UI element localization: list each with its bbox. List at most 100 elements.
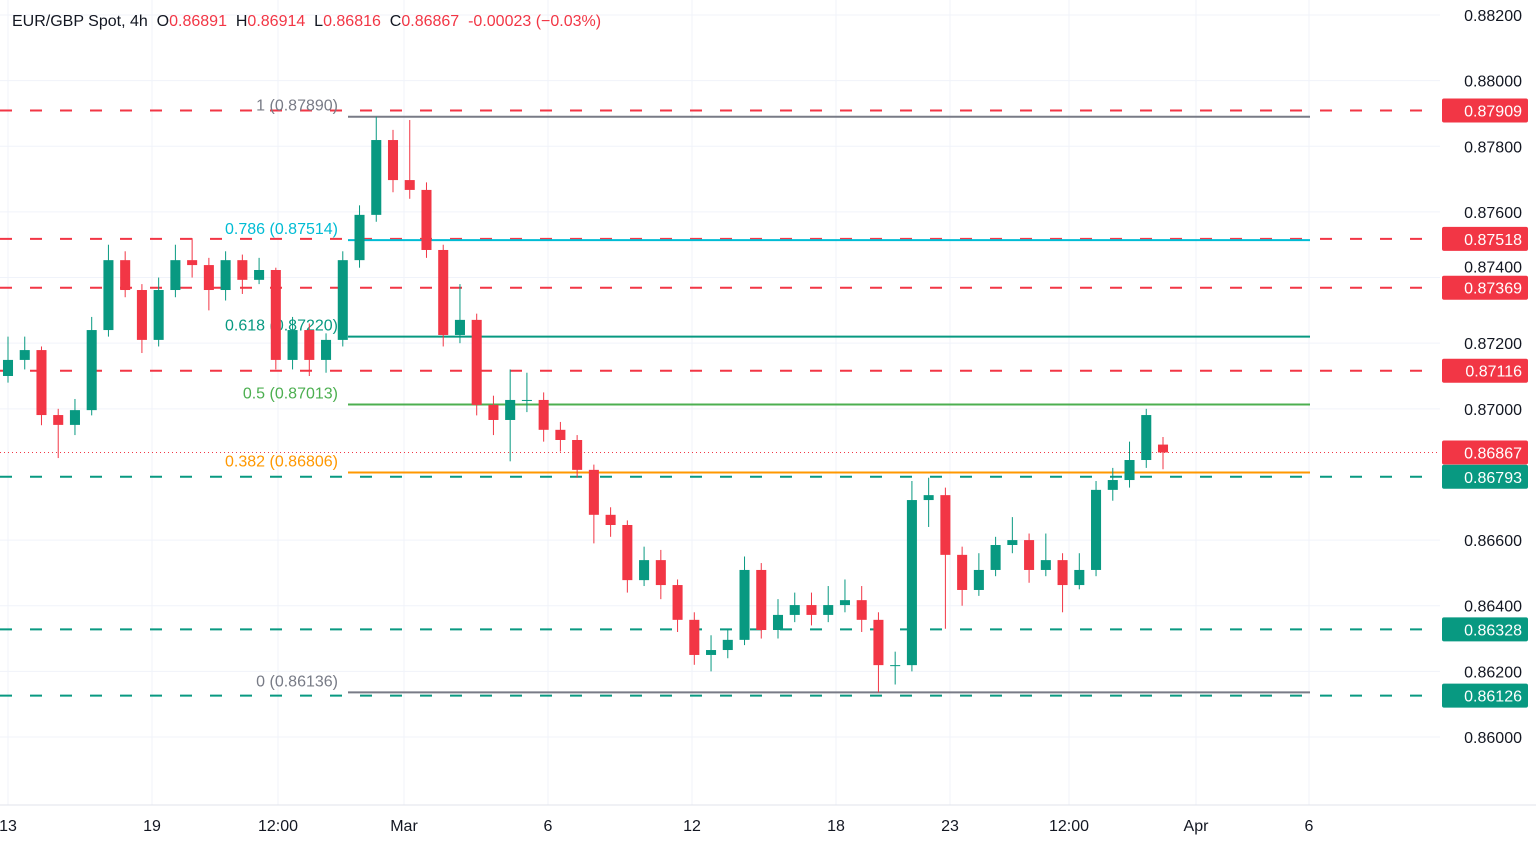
candle-down — [957, 554, 968, 590]
candle-up — [789, 605, 800, 615]
price-level-badge — [1442, 98, 1528, 123]
legend-header: EUR/GBP Spot, 4h O0.86891 H0.86914 L0.86… — [12, 13, 601, 31]
price-level-label: 0.87116 — [1465, 364, 1522, 381]
candle-down — [672, 585, 683, 620]
candle-up — [890, 665, 901, 667]
price-axis[interactable]: 0.88200 0.88000 0.87800 0.87600 0.87400 0.872… — [1442, 8, 1528, 747]
price-tick-label: 0.86000 — [1464, 730, 1522, 747]
candle-down — [387, 140, 399, 181]
time-tick-label: 19 — [143, 818, 161, 835]
price-level-label: 0.86126 — [1464, 689, 1522, 706]
price-level-badge — [1442, 275, 1528, 300]
candle-down — [588, 469, 599, 515]
candle-up — [1074, 569, 1085, 586]
candles — [2, 116, 1169, 693]
close-value: 0.86867 — [401, 13, 460, 30]
fib-level-label: 0.382 (0.86806) — [225, 453, 338, 470]
candle-up — [639, 560, 650, 581]
time-tick-label: 12 — [683, 818, 701, 835]
candle-up — [906, 500, 917, 666]
candle-up — [454, 319, 465, 335]
candle-down — [689, 619, 700, 655]
horizontal-levels — [0, 109, 1440, 697]
low-value: 0.86816 — [323, 13, 381, 30]
time-tick-label: 23 — [941, 818, 959, 835]
candle-down — [488, 404, 499, 420]
price-tick-label: 0.88000 — [1464, 74, 1522, 91]
price-level-badge — [1442, 226, 1528, 251]
fibonacci-retracement[interactable]: 1 (0.87890) 0.786 (0.87514) 0.618 (0.87220… — [225, 98, 1310, 694]
candle-down — [538, 399, 549, 430]
candle-up — [990, 545, 1001, 570]
time-tick-label: 18 — [827, 818, 845, 835]
candle-up — [823, 605, 834, 615]
price-tick-label: 0.86200 — [1464, 664, 1522, 681]
fib-level-label: 0.5 (0.87013) — [243, 386, 338, 403]
candle-down — [605, 514, 616, 525]
candle-up — [354, 214, 365, 261]
current-price-label: 0.86867 — [1464, 445, 1522, 462]
current-price-badge — [1442, 440, 1528, 465]
candle-down — [304, 330, 315, 360]
price-level-label: 0.87369 — [1464, 281, 1522, 298]
candle-up — [1107, 480, 1118, 490]
candle-up — [1091, 489, 1102, 570]
candle-down — [622, 524, 633, 581]
price-level-badge — [1442, 683, 1528, 708]
candle-up — [772, 614, 784, 631]
price-tick-label: 0.87600 — [1464, 205, 1522, 222]
candle-down — [572, 439, 583, 470]
candle-down — [471, 319, 482, 405]
candle-up — [923, 495, 934, 501]
candle-up — [103, 260, 114, 331]
candle-down — [203, 265, 214, 291]
candle-up — [706, 650, 717, 655]
time-axis[interactable]: 13 19 12:00 Mar 6 12 18 23 12:00 Apr 6 — [0, 818, 1314, 835]
candle-down — [136, 290, 147, 340]
candle-up — [505, 399, 516, 420]
price-tick-label: 0.86400 — [1464, 599, 1522, 616]
candle-down — [1024, 540, 1035, 570]
candle-down — [53, 415, 64, 425]
price-level-badge — [1442, 358, 1528, 383]
candle-down — [36, 350, 47, 416]
price-level-badge — [1442, 464, 1528, 489]
candle-down — [1057, 560, 1068, 586]
price-level-badge — [1442, 617, 1528, 642]
time-tick-label: 6 — [1305, 818, 1314, 835]
time-tick-label: Mar — [390, 818, 418, 835]
candle-up — [521, 399, 532, 401]
high-value: 0.86914 — [247, 13, 306, 30]
price-tick-label: 0.86600 — [1464, 533, 1522, 550]
candle-up — [839, 600, 850, 606]
price-tick-label: 0.87200 — [1464, 336, 1522, 353]
candle-up — [220, 260, 231, 291]
candle-up — [739, 569, 750, 640]
candle-up — [1040, 560, 1051, 570]
grid — [0, 0, 1536, 806]
candle-up — [371, 140, 382, 215]
open-value: 0.86891 — [169, 13, 227, 30]
low-label: L — [314, 13, 324, 30]
candle-down — [555, 429, 566, 440]
candle-down — [655, 560, 666, 586]
candle-up — [170, 260, 181, 291]
candle-down — [1157, 444, 1169, 453]
time-tick-label: Apr — [1184, 818, 1210, 835]
candle-down — [438, 249, 449, 335]
candle-down — [120, 260, 131, 291]
open-label: O — [156, 13, 170, 30]
high-label: H — [235, 13, 248, 30]
candle-up — [722, 639, 733, 651]
candle-down — [270, 269, 281, 360]
candle-up — [287, 330, 298, 360]
candle-down — [187, 260, 198, 266]
candle-up — [1007, 540, 1018, 546]
fib-level-label: 1 (0.87890) — [256, 98, 338, 115]
candle-down — [404, 180, 415, 190]
time-tick-label: 6 — [544, 818, 553, 835]
price-tick-label: 0.87000 — [1464, 402, 1522, 419]
fib-level-label: 0 (0.86136) — [256, 673, 338, 690]
candle-up — [254, 269, 265, 280]
